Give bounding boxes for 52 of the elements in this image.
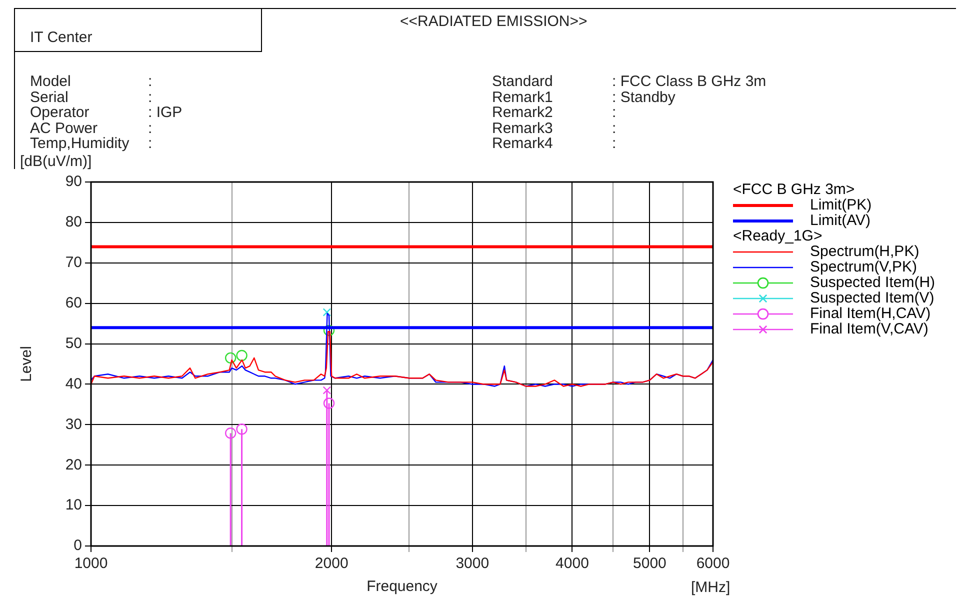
legend-label: Final Item(H,CAV) [810,305,931,322]
y-axis-title: Level [18,346,36,382]
x-tick-label: 5000 [633,555,666,572]
text: Model [30,73,71,90]
text: : FCC Class B GHz 3m [612,73,766,90]
y-tick-label: 80 [65,214,82,231]
y-tick-label: 90 [65,173,82,190]
text: Standard [492,73,553,90]
x-tick-label: 1000 [74,555,108,572]
y-tick-label: 60 [65,294,82,312]
text: : [612,135,616,152]
x-tick-label: 6000 [696,555,730,572]
y-tick-label: 50 [65,334,82,352]
text: [MHz] [691,579,730,596]
text: : IGP [148,104,182,121]
text: [dB(uV/m)] [20,153,92,170]
text: : [612,104,616,121]
legend-label: Suspected Item(H) [810,274,936,292]
y-tick-label: 10 [65,496,82,514]
text: <FCC B GHz 3m> [733,181,855,198]
text: Serial [30,88,68,106]
text: : [148,73,152,90]
legend-label: Limit(AV) [810,212,871,230]
text: Remark4 [492,135,553,152]
text: Temp,Humidity [30,135,130,152]
text: Remark1 [492,88,553,106]
chart-title: <<RADIATED EMISSION>> [400,13,588,30]
y-tick-label: 70 [65,254,82,272]
legend-label: Suspected Item(V) [810,290,934,307]
text: : Standby [612,88,676,106]
text: IT Center [30,29,92,46]
x-tick-label: 3000 [456,555,490,572]
text: : [148,88,152,106]
x-axis-title: Frequency [366,578,438,596]
text: : [148,120,152,136]
text: AC Power [30,120,98,136]
text: : [612,120,616,136]
text: <Ready_1G> [733,228,822,245]
y-tick-label: 40 [65,375,82,392]
legend-label: Final Item(V,CAV) [810,320,928,338]
legend-label: Limit(PK) [810,196,872,214]
text: Operator [30,104,90,121]
y-tick-label: 30 [65,416,82,433]
y-tick-label: 0 [74,537,82,554]
y-tick-label: 20 [65,456,82,474]
x-tick-label: 4000 [556,555,589,572]
text: : [148,135,152,152]
text: Remark3 [492,120,553,136]
legend-label: Spectrum(V,PK) [810,258,917,276]
legend-label: Spectrum(H,PK) [810,243,920,260]
text: Remark2 [492,104,553,121]
x-tick-label: 2000 [314,555,348,572]
